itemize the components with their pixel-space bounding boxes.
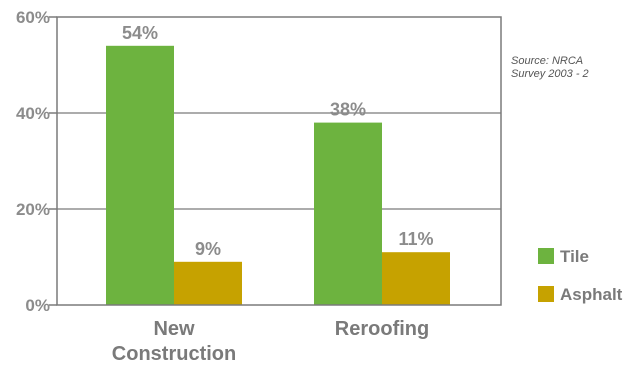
source-note: Source: NRCA Survey 2003 - 2	[511, 55, 589, 80]
bar-tile-2	[314, 122, 382, 305]
legend: Tile Asphalt	[538, 247, 623, 304]
x-category-label: Construction	[112, 343, 236, 365]
bar-asphalt-1	[174, 261, 242, 305]
y-tick-label: 20%	[16, 200, 50, 219]
x-category-label: New	[153, 318, 195, 340]
plot-frame	[56, 16, 502, 306]
bar-tile-1	[106, 45, 174, 306]
x-category-label: Reroofing	[335, 318, 429, 340]
data-label: 11%	[398, 229, 433, 249]
y-tick-label: 60%	[16, 8, 50, 27]
y-tick-label: 0%	[25, 296, 50, 315]
x-axis-categories: New Construction Reroofing	[112, 318, 429, 365]
bar-asphalt-2	[382, 252, 450, 305]
data-label: 9%	[195, 239, 221, 259]
data-label: 54%	[122, 23, 158, 43]
legend-label-asphalt: Asphalt	[560, 285, 623, 304]
y-tick-label: 40%	[16, 104, 50, 123]
data-labels: 54% 38% 9% 11%	[122, 23, 434, 259]
source-line-2: Survey 2003 - 2	[511, 68, 589, 80]
bars	[106, 45, 450, 306]
source-line-1: Source: NRCA	[511, 55, 583, 67]
legend-swatch-asphalt	[538, 286, 554, 302]
legend-label-tile: Tile	[560, 247, 589, 266]
y-axis-ticks: 0% 20% 40% 60%	[16, 8, 57, 315]
legend-swatch-tile	[538, 248, 554, 264]
data-label: 38%	[330, 100, 366, 120]
